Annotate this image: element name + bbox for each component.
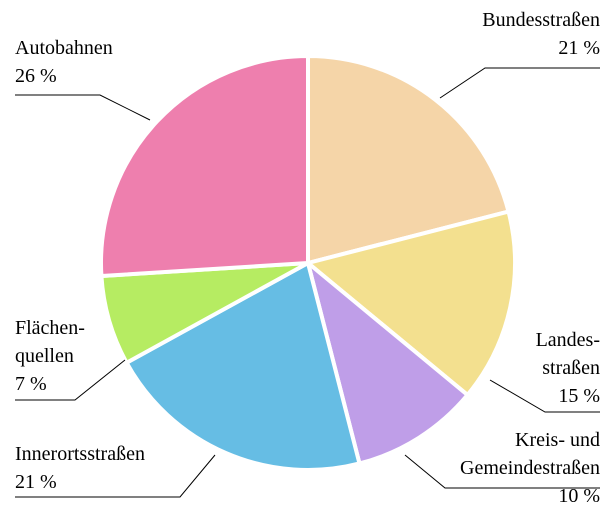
leader-line (15, 454, 216, 498)
pie-slice (99, 53, 310, 279)
slice-label: Bundesstraßen 21 % (482, 6, 600, 62)
pie-slice (123, 260, 362, 472)
value-label: 26 % (15, 65, 57, 87)
leader-line (439, 67, 600, 99)
slice-label: Flächen- quellen 7 % (15, 314, 85, 398)
category-label: Landes- straßen (535, 329, 600, 379)
slice-label: Innerortsstraßen 21 % (15, 440, 145, 496)
value-label: 21 % (558, 37, 600, 59)
slice-label: Kreis- und Gemeindestraßen 10 % (460, 426, 600, 510)
value-label: 10 % (558, 485, 600, 507)
pie-slice (303, 209, 517, 398)
category-label: Innerortsstraßen (15, 443, 145, 465)
category-label: Flächen- quellen (15, 317, 85, 367)
category-label: Bundesstraßen (482, 9, 600, 31)
pie-slice (306, 53, 511, 266)
slice-label: Autobahnen 26 % (15, 34, 113, 90)
value-label: 15 % (558, 385, 600, 407)
value-label: 21 % (15, 471, 57, 493)
leader-line (489, 379, 600, 413)
leader-line (404, 454, 600, 489)
leader-line (15, 359, 126, 401)
leader-line (15, 94, 151, 121)
value-label: 7 % (15, 373, 47, 395)
slice-label: Landes- straßen 15 % (536, 326, 600, 410)
category-label: Autobahnen (15, 37, 113, 59)
category-label: Kreis- und Gemeindestraßen (460, 429, 600, 479)
